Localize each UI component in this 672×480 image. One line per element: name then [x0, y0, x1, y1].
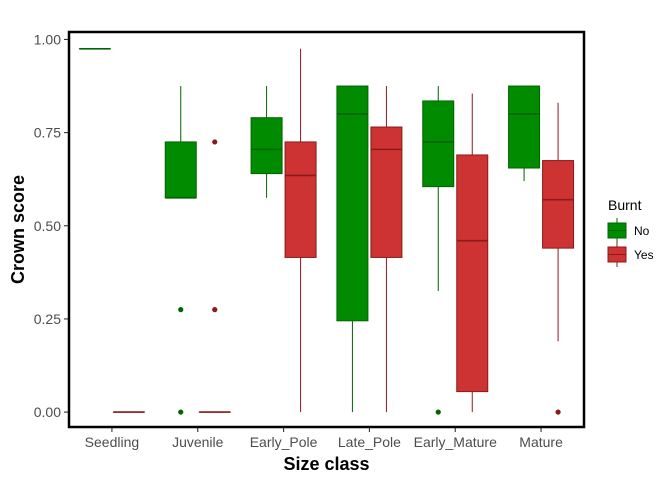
legend-title: Burnt	[608, 197, 642, 213]
box-yes-early_pole	[284, 48, 317, 413]
outlier-point	[555, 409, 561, 415]
y-tick-label: 0.50	[34, 218, 61, 234]
box-yes-juvenile	[198, 139, 231, 413]
box-yes-mature	[542, 102, 575, 415]
x-axis-title: Size class	[283, 454, 369, 474]
box-no-juvenile	[164, 86, 197, 415]
y-tick-label: 1.00	[34, 31, 61, 47]
box-no-early_mature	[422, 86, 455, 415]
x-tick-label: Seedling	[85, 434, 140, 450]
x-tick-label: Early_Pole	[250, 434, 318, 450]
box-body	[508, 85, 541, 169]
box-plot-marks	[78, 47, 575, 415]
box-no-early_pole	[250, 86, 283, 198]
outlier-point	[435, 409, 441, 415]
outlier-point	[212, 307, 218, 313]
y-axis-title: Crown score	[8, 175, 28, 284]
x-tick-label: Mature	[519, 434, 563, 450]
box-yes-early_mature	[456, 93, 489, 413]
box-no-mature	[508, 85, 541, 182]
legend-label-no: No	[634, 224, 650, 238]
y-tick-label: 0.25	[34, 311, 61, 327]
x-tick-label: Early_Mature	[414, 434, 497, 450]
box-body	[250, 117, 283, 175]
box-body	[456, 154, 489, 393]
legend: Burnt No Yes	[607, 197, 654, 267]
box-no-late_pole	[336, 85, 369, 413]
legend-label-yes: Yes	[634, 248, 654, 262]
box-body	[336, 85, 369, 322]
box-body	[542, 160, 575, 249]
box-yes-late_pole	[370, 86, 403, 413]
box-body	[370, 126, 403, 258]
x-tick-label: Juvenile	[172, 434, 224, 450]
box-body	[164, 141, 197, 199]
box-body	[422, 100, 455, 188]
y-tick-label: 0.75	[34, 125, 61, 141]
x-axis-ticks: Seedling Juvenile Early_Pole Late_Pole Early…	[85, 427, 563, 450]
box-body	[284, 141, 317, 258]
outlier-point	[212, 139, 218, 145]
y-tick-label: 0.00	[34, 404, 61, 420]
outlier-point	[178, 307, 184, 313]
plot-panel-border	[67, 30, 586, 429]
outlier-point	[178, 409, 184, 415]
y-axis-ticks: 0.00 0.25 0.50 0.75 1.00	[34, 31, 69, 420]
x-tick-label: Late_Pole	[338, 434, 401, 450]
legend-items: No Yes	[607, 218, 654, 267]
